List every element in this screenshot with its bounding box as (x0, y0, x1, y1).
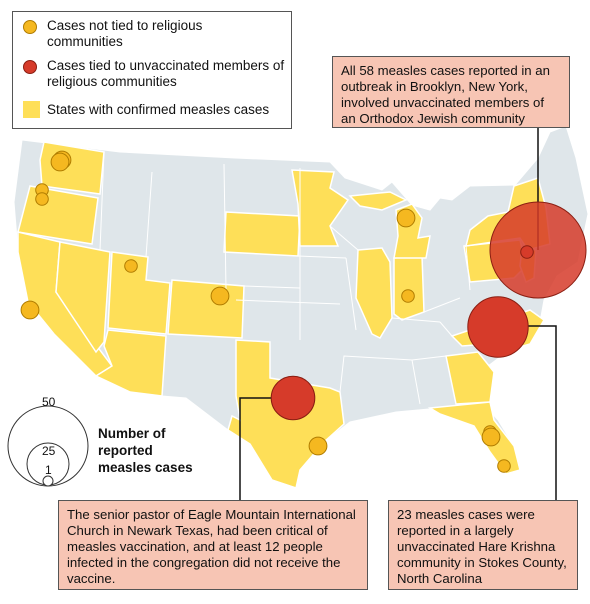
not-tied-case-marker-4 (20, 300, 40, 320)
callout-brooklyn: All 58 measles cases reported in an outb… (332, 56, 570, 128)
size-circle-1 (42, 475, 54, 487)
leader-line-texas (239, 397, 282, 500)
not-tied-case-marker-12 (497, 459, 511, 473)
state-illinois (355, 247, 393, 339)
case-markers (20, 150, 587, 473)
state-utah (107, 251, 171, 335)
not-tied-case-marker-11 (481, 427, 501, 447)
callout-texas: The senior pastor of Eagle Mountain Inte… (58, 500, 368, 590)
leader-line-north-carolina (512, 325, 557, 500)
legend-states: States with confirmed measles cases (47, 102, 270, 117)
not-tied-case-marker-8 (401, 289, 415, 303)
yellow-dot-icon (23, 20, 37, 34)
state-florida (427, 401, 521, 475)
state-south-dakota (223, 211, 301, 257)
not-tied-case-marker-9 (308, 436, 328, 456)
red-dot-icon (23, 60, 37, 74)
size-legend-title: Number of reported measles cases (98, 426, 193, 475)
not-tied-case-marker-5 (124, 259, 138, 273)
legend-not-tied: Cases not tied to religious communities (47, 18, 203, 49)
state-michigan-up (348, 191, 408, 211)
state-arizona (94, 329, 167, 397)
border-north-plains (99, 151, 471, 405)
not-tied-case-marker-6 (210, 286, 230, 306)
not-tied-case-marker-1 (50, 152, 70, 172)
state-nevada (55, 241, 111, 354)
yellow-square-icon (23, 101, 40, 118)
callout-north-carolina: 23 measles cases were reported in a larg… (388, 500, 578, 590)
tied-case-marker-16 (270, 375, 316, 421)
size-label-25: 25 (42, 444, 56, 458)
state-indiana (393, 255, 425, 321)
size-legend (7, 405, 89, 487)
tied-case-marker-13 (489, 201, 587, 299)
legend-tied: Cases tied to unvaccinated members of re… (47, 58, 285, 89)
size-label-50: 50 (42, 395, 56, 409)
state-borders (99, 151, 471, 405)
size-label-1: 1 (45, 463, 52, 477)
state-washington (39, 141, 105, 195)
tied-case-marker-14 (520, 245, 534, 259)
not-tied-case-marker-7 (396, 208, 416, 228)
state-colorado (167, 279, 245, 339)
state-georgia (445, 351, 495, 405)
not-tied-case-marker-3 (35, 192, 49, 206)
tied-case-marker-15 (467, 296, 529, 358)
legend: Cases not tied to religious communities … (12, 11, 292, 129)
